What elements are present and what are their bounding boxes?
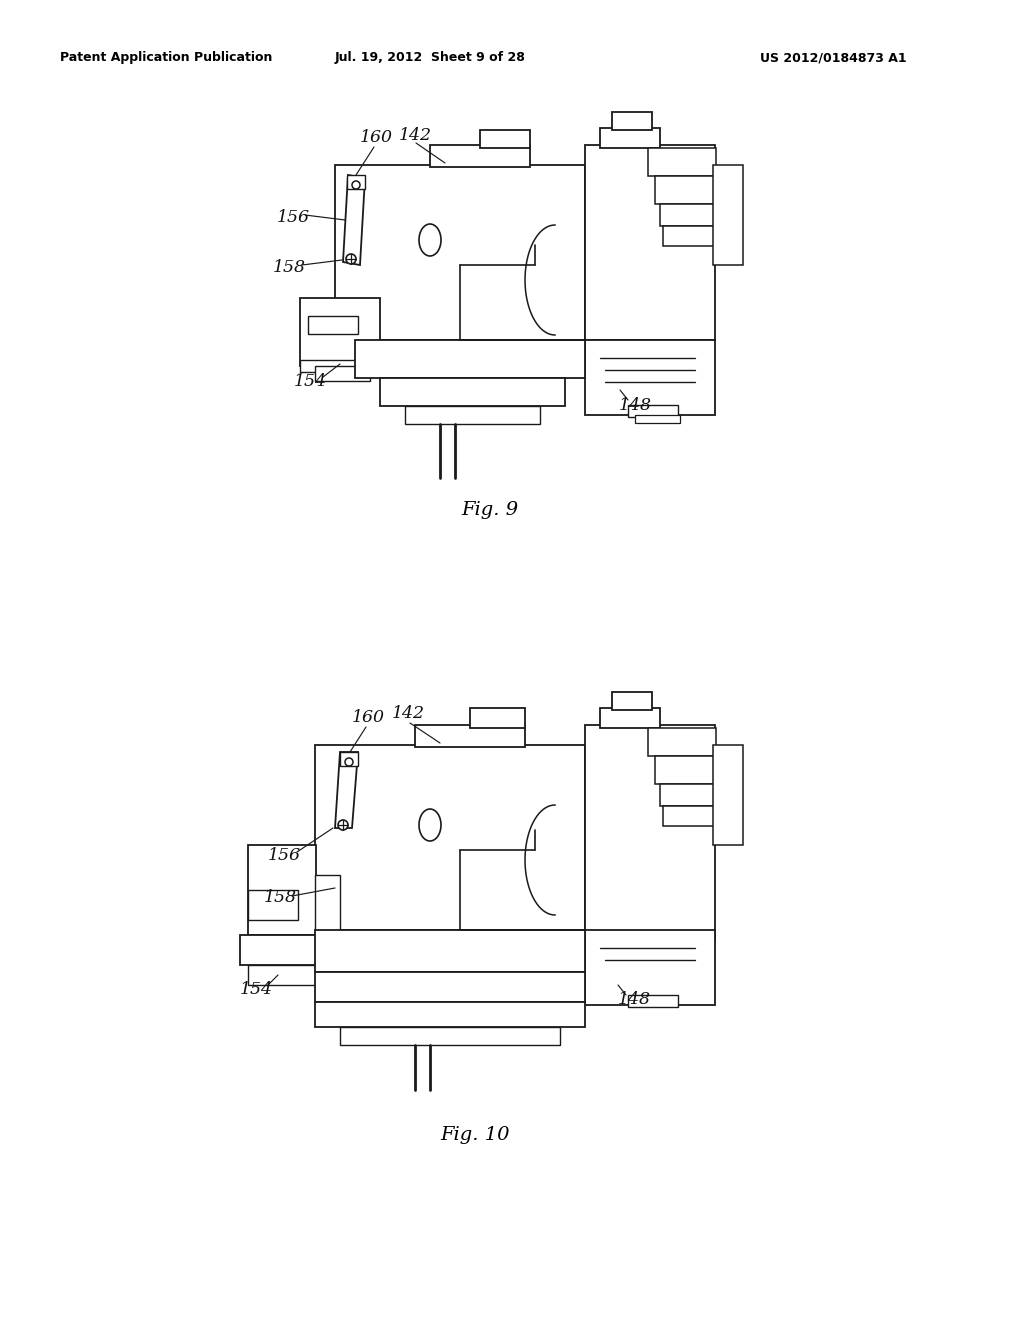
Bar [430,145,530,168]
Polygon shape [343,176,365,265]
Ellipse shape [346,253,356,264]
Bar [648,148,716,176]
Bar [585,341,715,414]
Bar [612,112,652,129]
Bar [340,752,358,766]
Bar [585,931,715,1005]
Text: Jul. 19, 2012  Sheet 9 of 28: Jul. 19, 2012 Sheet 9 of 28 [335,51,525,65]
Text: US 2012/0184873 A1: US 2012/0184873 A1 [760,51,906,65]
Bar [300,298,380,366]
Text: 158: 158 [263,890,297,907]
Bar [347,176,365,189]
Bar [315,744,585,931]
Bar [248,890,298,920]
Text: 156: 156 [267,846,300,863]
Bar [248,965,316,985]
Bar [340,1027,560,1045]
Bar [600,708,660,729]
Ellipse shape [345,758,353,766]
Bar [648,729,716,756]
Bar [355,341,585,378]
Bar [315,875,340,935]
Bar [713,165,743,265]
Polygon shape [335,752,358,828]
Text: 154: 154 [294,374,327,391]
Text: 156: 156 [276,210,309,227]
Text: 154: 154 [240,982,272,998]
Text: 148: 148 [617,991,650,1008]
Bar [655,756,715,784]
Bar [415,725,525,747]
Text: Fig. 10: Fig. 10 [440,1126,510,1144]
Bar [315,1002,585,1027]
Bar [380,378,565,407]
Bar [315,972,585,1002]
Bar [660,784,715,807]
Bar [713,744,743,845]
Text: 160: 160 [351,710,384,726]
Bar [585,725,715,940]
Bar [240,935,319,965]
Bar [663,226,715,246]
Text: Patent Application Publication: Patent Application Publication [60,51,272,65]
Ellipse shape [338,820,348,830]
Ellipse shape [419,224,441,256]
Text: 158: 158 [272,260,305,276]
Bar [300,360,360,372]
Text: 148: 148 [618,396,651,413]
Bar [600,128,660,148]
Bar [406,407,540,424]
Bar [635,414,680,422]
Ellipse shape [419,809,441,841]
Text: 142: 142 [398,127,431,144]
Bar [470,708,525,729]
Text: 142: 142 [391,705,425,722]
Bar [663,807,715,826]
Bar [660,205,715,226]
Bar [315,366,370,381]
Bar [628,995,678,1007]
Text: 160: 160 [359,129,392,147]
Bar [248,845,316,935]
Bar [655,176,715,205]
Ellipse shape [352,181,360,189]
Bar [335,165,585,341]
Bar [480,129,530,148]
Bar [315,931,585,972]
Bar [308,315,358,334]
Bar [612,692,652,710]
Bar [585,145,715,341]
Bar [628,405,678,417]
Text: Fig. 9: Fig. 9 [462,502,518,519]
